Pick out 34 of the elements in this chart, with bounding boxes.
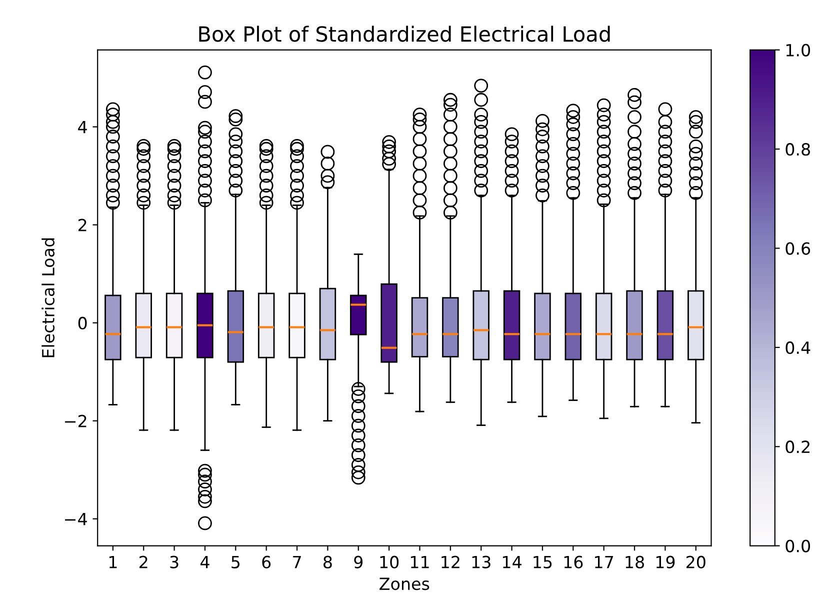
x-tick-label: 13 — [472, 556, 490, 568]
x-tick-label: 8 — [324, 556, 332, 568]
x-tick-label: 17 — [595, 556, 614, 568]
x-tick-label: 12 — [442, 556, 460, 568]
y-tick-label: −2 — [65, 414, 86, 428]
y-tick-label: 0 — [78, 316, 87, 330]
y-tick-label: −4 — [65, 513, 87, 526]
color-bar-label: 0.4 — [786, 341, 810, 354]
y-tick-label: 4 — [78, 121, 87, 134]
x-tick-label: 16 — [564, 556, 583, 568]
x-tick-label: 11 — [410, 556, 429, 568]
x-axis-title: Zones — [380, 578, 430, 590]
x-tick-label: 7 — [293, 556, 301, 568]
x-tick-label: 9 — [354, 556, 363, 568]
x-tick-label: 10 — [380, 556, 399, 568]
x-tick-label: 14 — [503, 556, 522, 568]
x-tick-label: 1 — [109, 556, 117, 568]
x-tick-label: 6 — [262, 556, 271, 568]
color-bar-label: 0.8 — [786, 143, 810, 156]
color-bar-label: 1.0 — [786, 44, 810, 56]
color-bar-label: 0.0 — [786, 540, 810, 552]
x-tick-label: 4 — [200, 556, 210, 568]
x-tick-label: 18 — [626, 556, 644, 568]
chart-title: Box Plot of Standardized Electrical Load — [199, 26, 610, 42]
x-tick-label: 15 — [534, 556, 552, 568]
x-tick-label: 5 — [232, 556, 240, 568]
color-bar-label: 0.6 — [786, 242, 810, 255]
x-tick-label: 20 — [686, 556, 706, 568]
color-bar-label: 0.2 — [786, 440, 810, 454]
x-tick-label: 19 — [656, 556, 675, 568]
y-tick-label: 2 — [78, 218, 86, 232]
x-tick-label: 3 — [170, 556, 178, 568]
x-tick-label: 2 — [140, 556, 148, 568]
y-axis-title: Electrical Load — [42, 238, 55, 358]
